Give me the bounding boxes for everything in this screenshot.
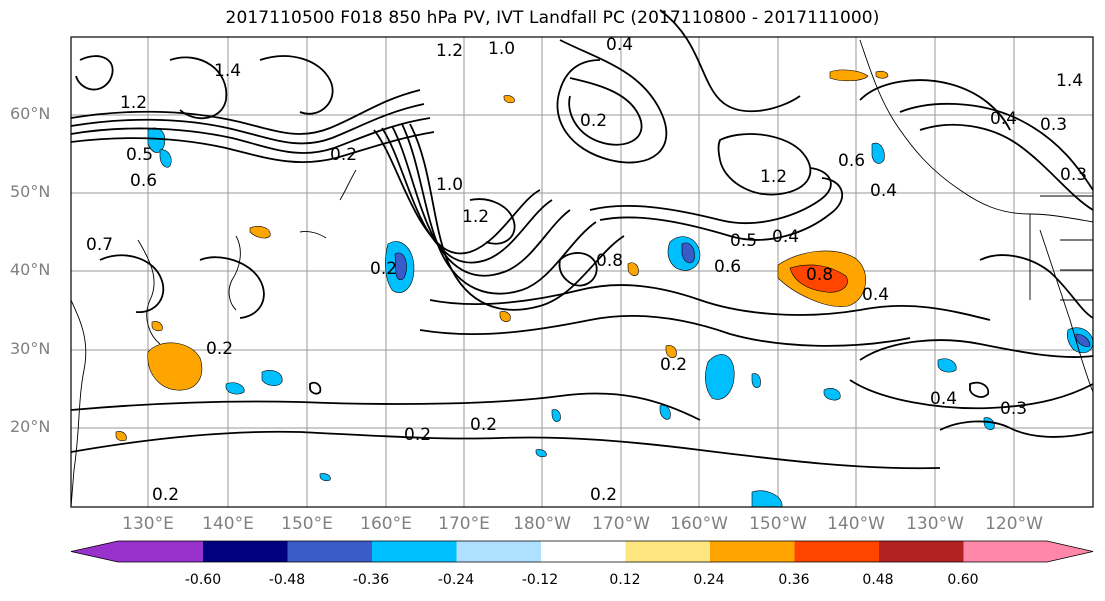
lon-label: 120°W — [985, 514, 1043, 534]
lat-label: 30°N — [10, 339, 51, 358]
lon-label: 130°W — [906, 514, 964, 534]
contour-label: 0.3 — [1040, 115, 1067, 135]
colorbar-box — [287, 541, 372, 562]
contour-label: 0.2 — [152, 485, 179, 505]
map-title: 2017110500 F018 850 hPa PV, IVT Landfall… — [225, 8, 880, 28]
lon-label: 170°W — [592, 514, 650, 534]
contour-label: 0.2 — [660, 355, 687, 375]
colorbar-box — [963, 541, 1047, 562]
lon-label: 130°E — [122, 514, 174, 534]
contour-label: 1.2 — [760, 167, 787, 187]
contour-label: 0.4 — [772, 227, 799, 247]
lon-label: 150°E — [281, 514, 333, 534]
colorbar-tick-label: 0.48 — [862, 572, 894, 588]
contour-label: 0.4 — [870, 181, 897, 201]
colorbar-tick-label: -0.48 — [268, 572, 306, 588]
lat-label: 20°N — [10, 417, 51, 436]
colorbar-extend-min — [71, 541, 118, 562]
colorbar-box — [541, 541, 626, 562]
contour-label: 0.2 — [580, 111, 607, 131]
colorbar-box — [710, 541, 795, 562]
coastlines — [70, 39, 1094, 508]
contour-label: 0.4 — [606, 35, 633, 55]
contour-label: 0.2 — [206, 339, 233, 359]
colorbar-tick-label: -0.36 — [352, 572, 390, 588]
contour-labels: 1.2 1.0 0.4 1.4 0.2 1.2 0.5 0.6 0.7 0.2 … — [86, 35, 1087, 505]
contour-label: 0.5 — [730, 231, 757, 251]
contour-label: 0.3 — [1060, 165, 1087, 185]
lon-label: 170°E — [438, 514, 490, 534]
contour-label: 0.6 — [838, 151, 865, 171]
colorbar-tick-label: -0.24 — [437, 572, 475, 588]
colorbar-outline — [70, 540, 1094, 563]
lon-label: 140°E — [202, 514, 254, 534]
colorbar-tick-label: -0.12 — [521, 572, 559, 588]
contour-label: 0.8 — [806, 265, 833, 285]
contour-label: 1.4 — [214, 61, 241, 81]
contour-label: 0.3 — [1000, 399, 1027, 419]
lon-label: 180°W — [513, 514, 571, 534]
contour-label: 0.2 — [404, 425, 431, 445]
lat-label: 60°N — [10, 104, 51, 123]
contour-label: 0.2 — [470, 415, 497, 435]
lon-label: 160°W — [670, 514, 728, 534]
colorbar-box — [203, 541, 288, 562]
colorbar — [70, 540, 1094, 563]
contour-label: 1.2 — [436, 41, 463, 61]
contour-label: 1.2 — [120, 93, 147, 113]
colorbar-box — [879, 541, 964, 562]
lon-label: 150°W — [749, 514, 807, 534]
contour-label: 0.6 — [714, 257, 741, 277]
contour-label: 0.5 — [126, 145, 153, 165]
contour-label: 1.0 — [436, 175, 463, 195]
pv-contours — [70, 9, 1094, 470]
colorbar-tick-label: 0.12 — [609, 572, 641, 588]
colorbar-box — [456, 541, 541, 562]
contour-label: 0.2 — [590, 485, 617, 505]
colorbar-box — [794, 541, 879, 562]
colorbar-box — [625, 541, 710, 562]
colorbar-box — [372, 541, 457, 562]
shaded-anomalies — [115, 69, 1094, 508]
lon-label: 140°W — [827, 514, 885, 534]
contour-label: 1.2 — [462, 207, 489, 227]
contour-label: 0.2 — [370, 259, 397, 279]
colorbar-tick-label: 0.60 — [947, 572, 979, 588]
contour-label: 0.2 — [330, 145, 357, 165]
colorbar-tick-label: 0.36 — [778, 572, 810, 588]
colorbar-extend-max — [1047, 541, 1093, 562]
colorbar-tick-label: 0.24 — [693, 572, 725, 588]
contour-label: 0.8 — [596, 251, 623, 271]
contour-label: 0.6 — [130, 171, 157, 191]
colorbar-tick-label: -0.60 — [184, 572, 222, 588]
lat-label: 50°N — [10, 182, 51, 201]
colorbar-box — [118, 541, 203, 562]
contour-label: 0.4 — [862, 285, 889, 305]
contour-label: 1.4 — [1056, 71, 1083, 91]
lat-label: 40°N — [10, 260, 51, 279]
map-frame — [70, 36, 1094, 508]
contour-label: 0.4 — [990, 109, 1017, 129]
lon-label: 160°E — [360, 514, 412, 534]
map-panel — [71, 37, 1093, 507]
contour-label: 0.7 — [86, 235, 113, 255]
contour-label: 1.0 — [488, 39, 515, 59]
contour-label: 0.4 — [930, 389, 957, 409]
